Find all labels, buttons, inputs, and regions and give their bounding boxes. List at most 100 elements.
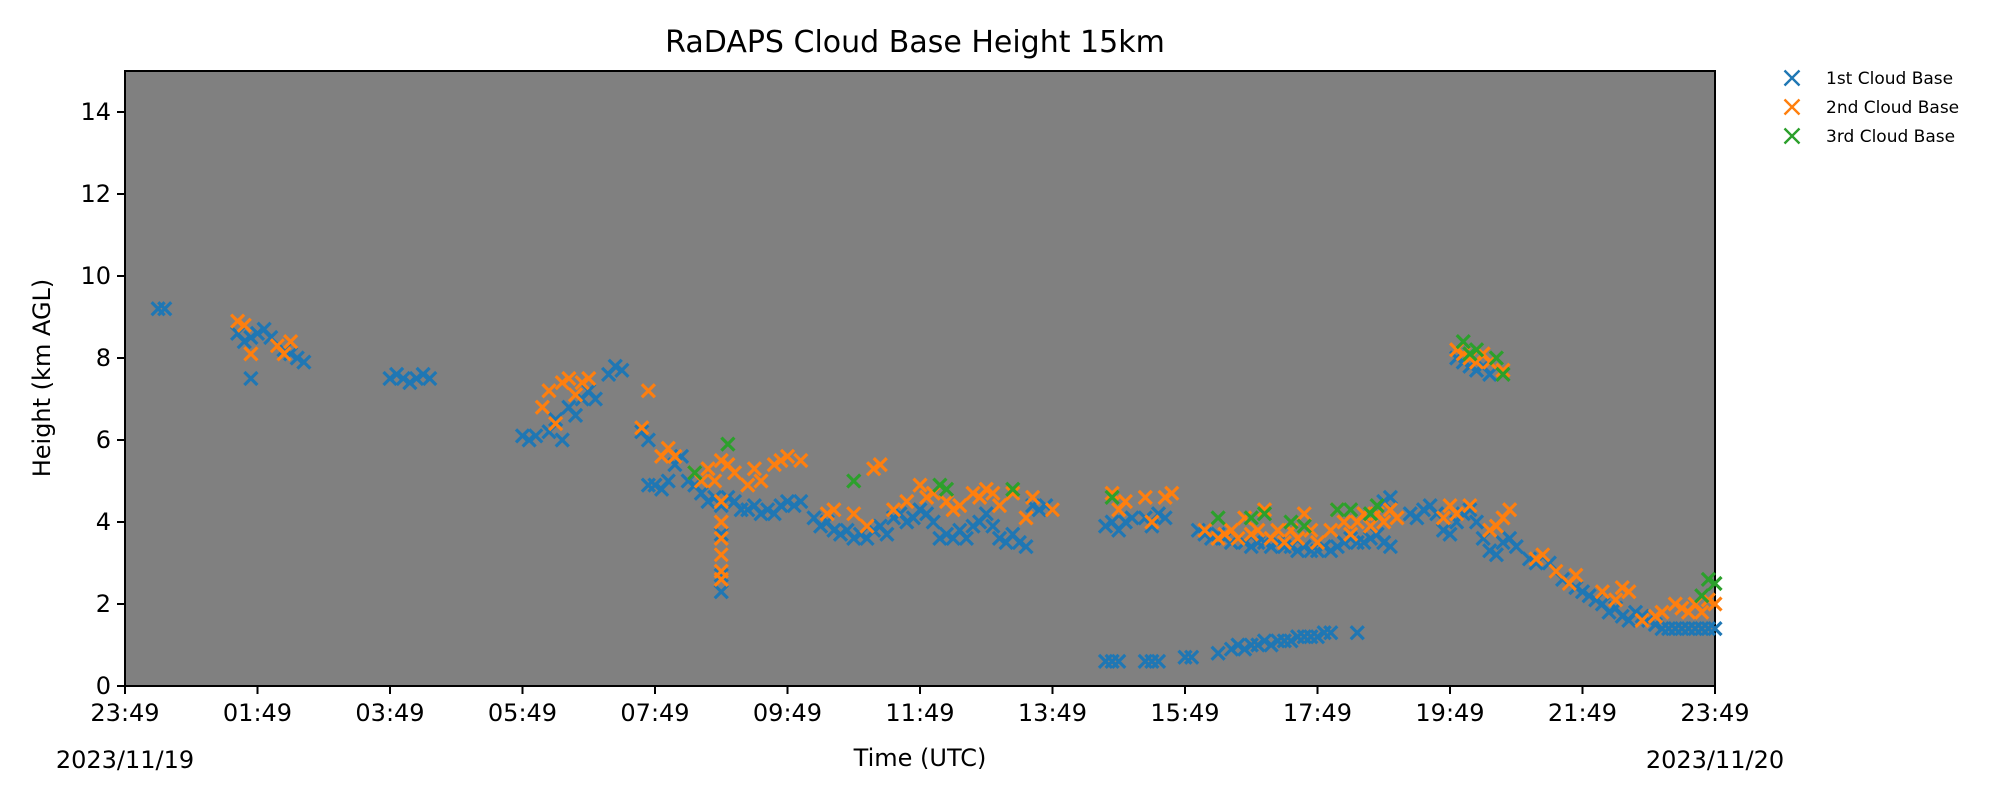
data-point [952, 497, 968, 514]
data-point [1150, 653, 1167, 670]
legend-item: 1st Cloud Base [1783, 69, 1953, 89]
legend-marker [1783, 69, 1801, 87]
legend-marker [1783, 98, 1801, 116]
data-point [885, 502, 902, 518]
data-point [1270, 522, 1286, 538]
data-point [1382, 538, 1399, 555]
data-point [1323, 625, 1339, 641]
y-axis-label: Height (km AGL) [28, 279, 56, 478]
data-point [1256, 506, 1273, 522]
data-point [660, 473, 676, 489]
data-point [1508, 538, 1524, 555]
x-tick-label: 21:49 [1548, 699, 1617, 727]
data-point [554, 432, 570, 448]
data-point [1124, 510, 1140, 526]
data-point [872, 456, 888, 473]
data-point [1342, 526, 1359, 542]
data-point [899, 493, 915, 510]
data-point [1488, 350, 1505, 366]
data-point [1024, 489, 1041, 506]
data-point [1296, 506, 1312, 522]
y-tick-label: 6 [96, 426, 111, 454]
x-tick-label: 09:49 [753, 699, 822, 727]
data-point [1694, 588, 1710, 604]
data-point [1283, 514, 1299, 530]
data-point [276, 346, 292, 362]
data-point [587, 391, 604, 407]
data-point [1117, 493, 1134, 510]
data-point [713, 514, 729, 530]
data-point [938, 481, 955, 497]
data-point [1535, 547, 1551, 563]
data-point [793, 452, 809, 469]
data-point [1018, 538, 1034, 555]
data-point [991, 497, 1008, 514]
data-point [1157, 510, 1173, 526]
data-point [1376, 514, 1392, 530]
data-point [1707, 596, 1723, 612]
data-point [1289, 530, 1306, 547]
data-point [296, 354, 312, 370]
data-point [1694, 604, 1710, 620]
data-point [958, 530, 975, 547]
plot-area [124, 70, 1716, 687]
legend-item: 2nd Cloud Base [1783, 98, 1959, 118]
data-point [1144, 518, 1160, 534]
data-point [1104, 485, 1120, 501]
y-tick-label: 4 [96, 508, 111, 536]
data-point [528, 428, 544, 444]
data-point [779, 448, 796, 465]
x-tick-label: 19:49 [1415, 699, 1484, 727]
legend-label: 3rd Cloud Base [1826, 127, 1955, 147]
data-point [1276, 534, 1293, 551]
data-point [561, 370, 577, 387]
data-point [1462, 502, 1478, 518]
y-tick-label: 10 [80, 262, 111, 290]
data-point [1495, 366, 1511, 383]
data-point [1336, 514, 1352, 530]
data-point [1018, 510, 1034, 526]
data-point [1568, 567, 1584, 583]
data-point [1468, 514, 1485, 530]
data-point [925, 514, 941, 530]
data-point [581, 370, 597, 387]
data-point [541, 383, 557, 399]
data-point [1548, 563, 1564, 579]
y-tick-label: 8 [96, 344, 111, 372]
x-tick-label: 23:49 [1680, 699, 1749, 727]
data-point [1104, 489, 1120, 506]
chart-title: RaDAPS Cloud Base Height 15km [665, 25, 1165, 60]
y-tick-label: 2 [96, 590, 111, 618]
data-point [1389, 510, 1405, 526]
data-point [1482, 366, 1498, 383]
x-date-label-end: 2023/11/20 [1646, 746, 1784, 774]
data-point [157, 301, 173, 317]
x-axis: 23:49 01:49 03:49 05:49 07:49 09:49 11:49 13:49… [90, 686, 1750, 727]
data-point [1210, 645, 1226, 661]
data-point [740, 477, 756, 493]
x-tick-label: 15:49 [1150, 699, 1219, 727]
data-point [985, 518, 1001, 534]
data-point [1044, 502, 1061, 518]
data-point [912, 477, 928, 493]
data-point [846, 473, 862, 489]
x-tick-label: 07:49 [620, 699, 689, 727]
data-point [879, 526, 895, 542]
data-point [1362, 518, 1379, 534]
data-point [846, 506, 862, 522]
data-point [713, 547, 729, 563]
data-point [1488, 547, 1505, 563]
data-point [1296, 518, 1312, 534]
data-point [634, 420, 650, 436]
data-point [1468, 342, 1485, 358]
data-point [1442, 526, 1458, 542]
data-point [640, 432, 657, 448]
data-point [614, 362, 630, 378]
data-point [1462, 497, 1478, 514]
data-point [667, 448, 683, 465]
x-tick-label: 05:49 [488, 699, 557, 727]
x-date-label-start: 2023/11/19 [56, 746, 194, 774]
data-point [1323, 522, 1339, 538]
